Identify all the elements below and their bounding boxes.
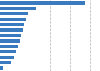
Bar: [0, 45, 18, 48]
Bar: [0, 28, 22, 32]
Bar: [0, 7, 36, 10]
Bar: [0, 12, 28, 15]
Bar: [0, 61, 11, 64]
Bar: [0, 34, 21, 37]
Bar: [0, 50, 16, 53]
Bar: [0, 56, 14, 59]
Bar: [0, 1, 85, 5]
Bar: [0, 66, 3, 70]
Bar: [0, 18, 26, 21]
Bar: [0, 39, 20, 43]
Bar: [0, 23, 24, 26]
